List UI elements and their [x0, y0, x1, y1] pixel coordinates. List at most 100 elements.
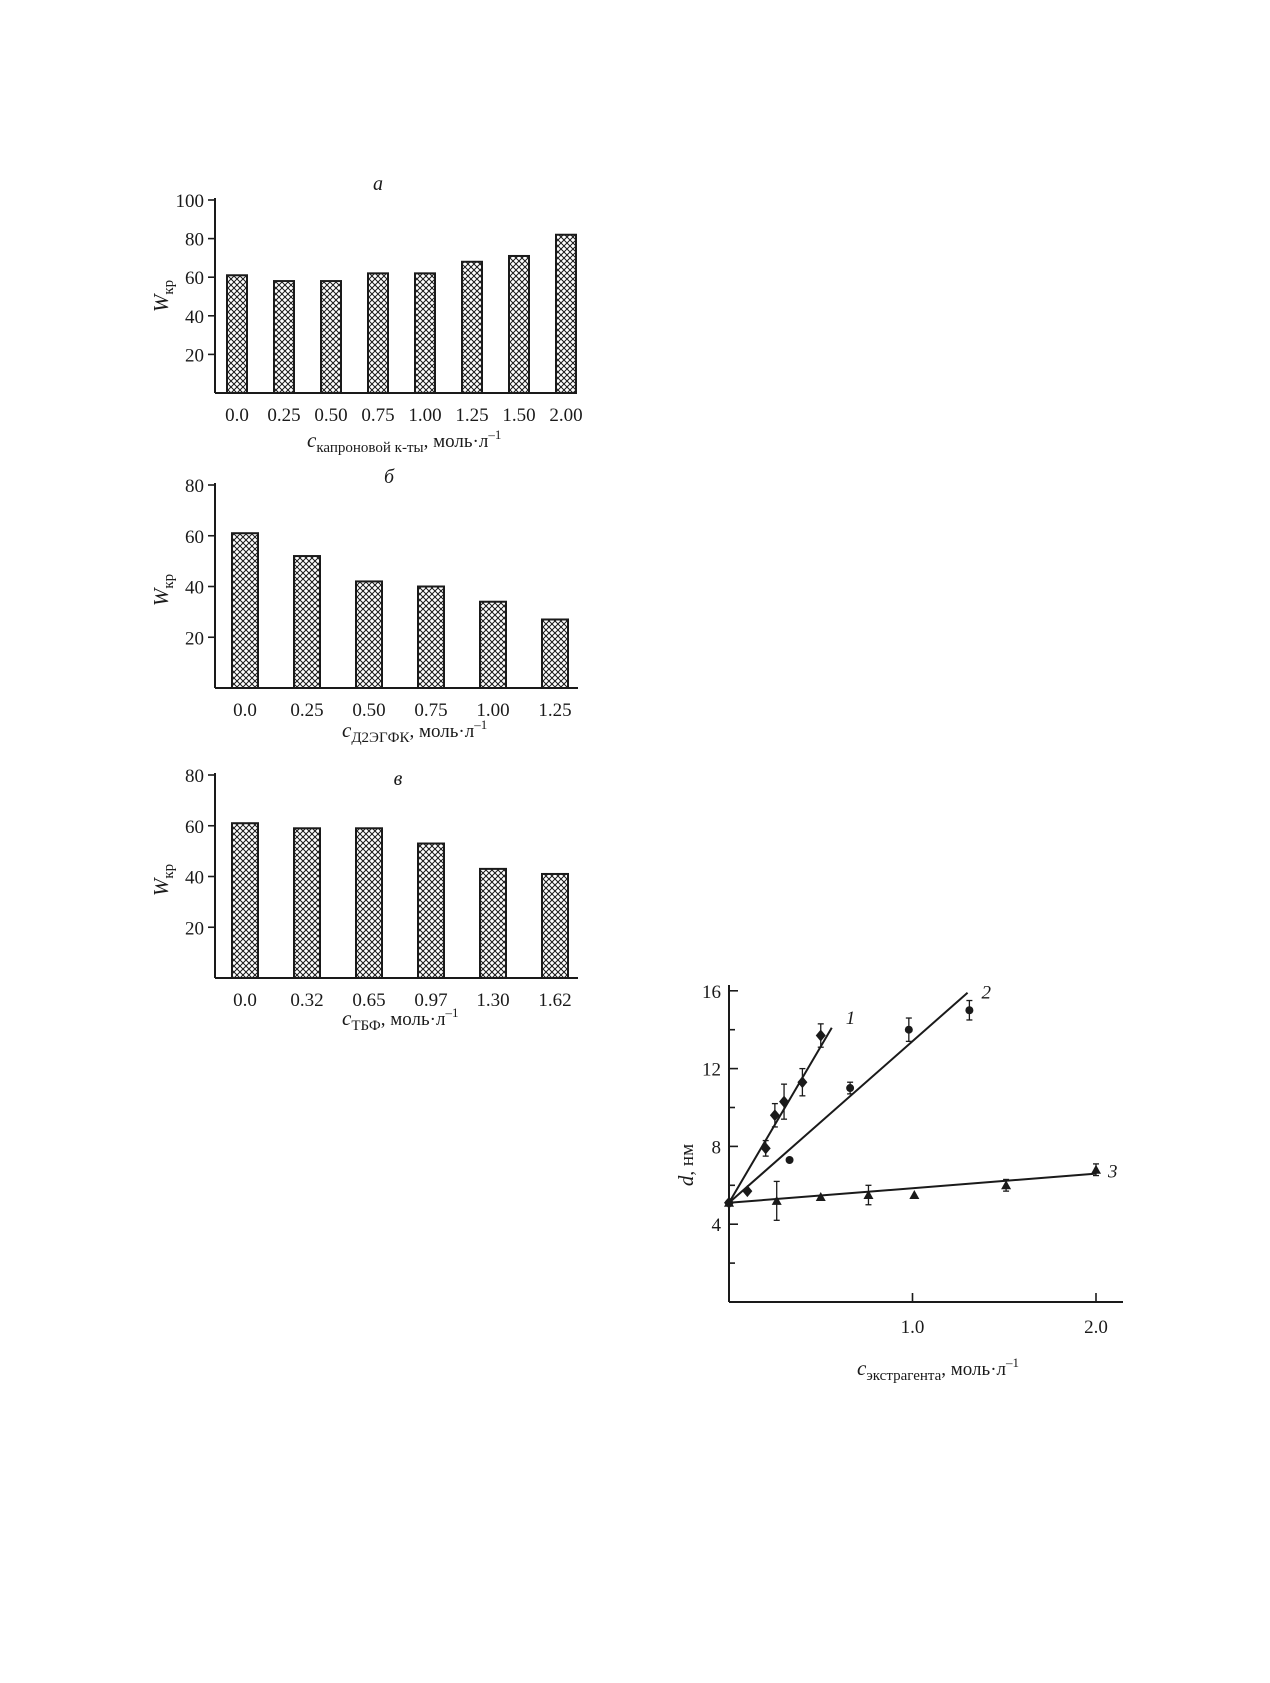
x-axis-label-unit: , моль·л	[410, 721, 475, 742]
panel-label-a: а	[373, 173, 383, 195]
point-series-1-5	[797, 1076, 808, 1089]
x-axis-label: cД2ЭГФК, моль·л–1	[342, 717, 487, 746]
y-axis-label-sub: кр	[161, 574, 177, 589]
x-axis-label-sup: –1	[1005, 1355, 1019, 1370]
bar-0.50	[320, 280, 342, 394]
x-tick-label-0.25: 0.25	[267, 405, 300, 426]
x-tick-label-0.75: 0.75	[414, 700, 447, 721]
x-tick-label-1.30: 1.30	[476, 990, 509, 1011]
y-axis-label: Wкр	[149, 280, 177, 312]
point-series-2-1	[785, 1156, 794, 1165]
y-tick-label-80: 80	[185, 476, 204, 497]
point-series-1-4	[779, 1095, 790, 1108]
y-tick-label-20: 20	[185, 918, 204, 939]
bar-0.32	[293, 827, 321, 979]
bar-0.65	[355, 827, 383, 979]
bar-1.50	[508, 254, 530, 394]
bar-1.25	[541, 618, 569, 689]
y-tick-label-40: 40	[185, 868, 204, 889]
bar-0.75	[367, 272, 389, 394]
x-axis-label-main: c	[857, 1356, 867, 1380]
x-axis-label-sup: –1	[473, 717, 487, 732]
bar-0.75	[417, 585, 445, 689]
x-axis-label-main: c	[342, 1006, 352, 1030]
x-tick-label-1.25: 1.25	[455, 405, 488, 426]
y-tick-label-20: 20	[185, 628, 204, 649]
x-tick-label-0.25: 0.25	[290, 700, 323, 721]
x-tick-label-0.0: 0.0	[233, 700, 257, 721]
x-axis-label-unit: , моль·л	[381, 1009, 446, 1030]
series-label-3: 3	[1107, 1162, 1118, 1183]
y-tick-label-12: 12	[702, 1060, 721, 1081]
bar-0.0	[226, 274, 248, 394]
bar-1.25	[461, 260, 483, 395]
panel-label-v: в	[394, 768, 403, 790]
point-series-3-3	[863, 1190, 874, 1200]
fit-line-series-2	[728, 991, 969, 1204]
y-tick-label-80: 80	[185, 766, 204, 787]
y-axis-label-main: d	[674, 1175, 698, 1186]
bar-chart-b: 20 40 60 80 0.0 0.25 0.50 0.75 1.00 1.25 б Wкр cД2ЭГ…	[149, 466, 578, 746]
y-axis-label: Wкр	[149, 864, 177, 896]
x-axis-label: cэкстрагента, моль·л–1	[857, 1355, 1019, 1384]
y-axis-label-unit: , нм	[677, 1144, 698, 1176]
y-tick-label-8: 8	[712, 1137, 722, 1158]
series-label-1: 1	[846, 1008, 856, 1029]
bar-0.25	[293, 555, 321, 689]
x-axis-label-main: c	[307, 428, 317, 452]
x-tick-label-0.50: 0.50	[352, 700, 385, 721]
bar-0.0	[231, 532, 259, 690]
x-tick-label-1.0: 1.0	[901, 1317, 925, 1338]
x-axis-label-sup: –1	[487, 427, 501, 442]
bar-1.30	[479, 867, 507, 980]
fit-line-series-1	[728, 1027, 833, 1204]
y-axis-label-main: W	[149, 876, 173, 896]
y-tick-label-4: 4	[712, 1215, 722, 1236]
bar-1.00	[414, 272, 436, 394]
x-tick-label-1.62: 1.62	[538, 990, 571, 1011]
y-tick-label-60: 60	[185, 817, 204, 838]
point-series-1-3	[769, 1109, 780, 1122]
x-tick-label-0.65: 0.65	[352, 990, 385, 1011]
y-tick-label-100: 100	[176, 191, 205, 212]
series-label-2: 2	[982, 983, 992, 1004]
bar-1.00	[479, 600, 507, 689]
x-axis-label: cТБФ, моль·л–1	[342, 1005, 458, 1034]
y-tick-label-60: 60	[185, 527, 204, 548]
x-axis-label-sub: ТБФ	[351, 1018, 381, 1034]
point-series-3-6	[1091, 1164, 1101, 1174]
x-axis-label: cкапроновой к-ты, моль·л–1	[307, 427, 501, 456]
y-tick-label-40: 40	[185, 578, 204, 599]
y-axis-label: Wкр	[149, 574, 177, 606]
panel-label-b: б	[384, 466, 395, 488]
x-axis-label-sub: Д2ЭГФК	[351, 730, 410, 746]
bar-1.62	[541, 872, 569, 980]
x-tick-label-1.00: 1.00	[476, 700, 509, 721]
x-tick-label-1.50: 1.50	[502, 405, 535, 426]
point-series-1-2	[760, 1142, 771, 1155]
fit-line-series-3	[728, 1172, 1097, 1204]
point-series-3-1	[771, 1195, 782, 1205]
y-tick-label-16: 16	[702, 982, 721, 1003]
x-tick-label-0.97: 0.97	[414, 990, 447, 1011]
x-tick-label-2.00: 2.00	[549, 405, 582, 426]
x-axis-label-main: c	[342, 718, 352, 742]
x-tick-label-0.75: 0.75	[361, 405, 394, 426]
bar-chart-a: 20 40 60 80 100 0.0 0.25 0.50 0.75 1.00 1.25 1.50 2.…	[149, 173, 583, 456]
bar-chart-v: 20 40 60 80 0.0 0.32 0.65 0.97 1.30 1.62 в Wкр cТБФ,…	[149, 766, 578, 1034]
x-tick-label-0.0: 0.0	[233, 990, 257, 1011]
x-tick-label-0.32: 0.32	[290, 990, 323, 1011]
bar-0.50	[355, 580, 383, 689]
bar-0.25	[273, 280, 295, 394]
point-series-2-4	[965, 1006, 974, 1015]
y-axis-label-sub: кр	[161, 864, 177, 879]
point-series-3-4	[909, 1190, 920, 1200]
x-axis-label-sup: –1	[444, 1005, 458, 1020]
bar-2.00	[555, 233, 577, 394]
point-series-2-3	[904, 1025, 913, 1034]
y-tick-label-40: 40	[185, 307, 204, 328]
y-axis-label: d, нм	[674, 1144, 698, 1186]
x-axis-label-unit: , моль·л	[941, 1359, 1006, 1380]
